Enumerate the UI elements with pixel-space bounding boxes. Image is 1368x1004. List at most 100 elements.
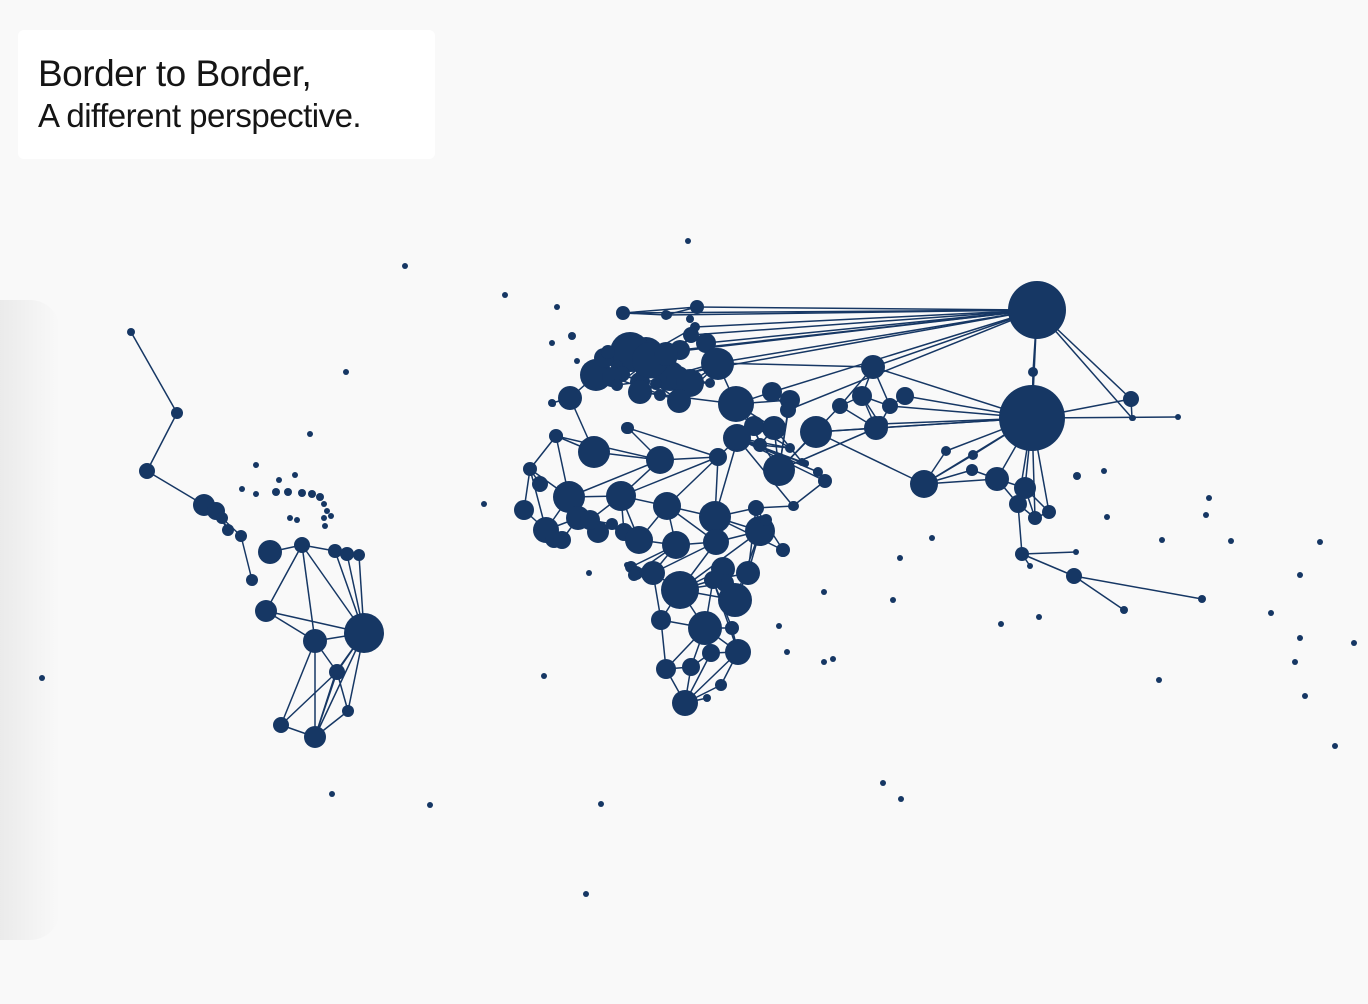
- island-node-72[interactable]: [813, 468, 821, 476]
- island-node-62[interactable]: [328, 513, 334, 519]
- island-node-35[interactable]: [1317, 539, 1323, 545]
- country-node-cmr[interactable]: [662, 531, 690, 559]
- island-node-32[interactable]: [1206, 495, 1212, 501]
- island-node-39[interactable]: [1292, 659, 1298, 665]
- country-node-tur[interactable]: [718, 386, 754, 422]
- island-node-11[interactable]: [550, 401, 556, 407]
- island-node-15[interactable]: [329, 791, 335, 797]
- country-node-nga[interactable]: [625, 526, 653, 554]
- country-node-irq[interactable]: [762, 416, 786, 440]
- island-node-34[interactable]: [1228, 538, 1234, 544]
- country-node-mkd[interactable]: [650, 378, 662, 390]
- island-node-1[interactable]: [402, 263, 408, 269]
- island-node-2[interactable]: [502, 292, 508, 298]
- country-node-hnd[interactable]: [216, 512, 228, 524]
- island-node-76[interactable]: [664, 311, 672, 319]
- country-node-per[interactable]: [303, 629, 327, 653]
- country-node-ven[interactable]: [328, 544, 342, 558]
- country-node-tkm[interactable]: [832, 398, 848, 414]
- country-node-mng[interactable]: [1028, 367, 1038, 377]
- country-node-svk[interactable]: [654, 342, 678, 366]
- country-node-vnm[interactable]: [1042, 505, 1056, 519]
- island-node-12[interactable]: [481, 501, 487, 507]
- island-node-13[interactable]: [541, 673, 547, 679]
- country-node-brn[interactable]: [1073, 549, 1079, 555]
- country-node-btn[interactable]: [968, 450, 978, 460]
- island-node-46[interactable]: [1130, 415, 1136, 421]
- country-node-ala[interactable]: [127, 328, 135, 336]
- country-node-col[interactable]: [294, 537, 310, 553]
- country-node-khm[interactable]: [1028, 511, 1042, 525]
- island-node-66[interactable]: [586, 570, 592, 576]
- island-node-14[interactable]: [39, 675, 45, 681]
- island-node-49[interactable]: [253, 462, 259, 468]
- country-node-bfa[interactable]: [580, 510, 600, 530]
- island-node-73[interactable]: [819, 475, 831, 487]
- island-node-36[interactable]: [1297, 572, 1303, 578]
- country-node-idn[interactable]: [1066, 568, 1082, 584]
- island-node-18[interactable]: [583, 891, 589, 897]
- country-node-egy[interactable]: [726, 426, 750, 450]
- country-node-nor[interactable]: [690, 300, 704, 314]
- island-node-60[interactable]: [321, 515, 327, 521]
- island-node-74[interactable]: [790, 502, 798, 510]
- island-node-38[interactable]: [1297, 635, 1303, 641]
- island-node-30[interactable]: [1104, 514, 1110, 520]
- country-node-cod[interactable]: [661, 571, 699, 609]
- island-node-54[interactable]: [284, 488, 292, 496]
- island-node-58[interactable]: [321, 501, 327, 507]
- country-node-mli[interactable]: [553, 481, 585, 513]
- island-node-5[interactable]: [554, 304, 560, 310]
- country-node-pry[interactable]: [342, 705, 354, 717]
- island-node-16[interactable]: [427, 802, 433, 808]
- country-node-dza[interactable]: [646, 446, 674, 474]
- country-node-zaf[interactable]: [672, 690, 698, 716]
- country-node-zmb[interactable]: [688, 611, 722, 645]
- island-node-40[interactable]: [1302, 693, 1308, 699]
- country-node-ago[interactable]: [651, 610, 671, 630]
- island-node-43[interactable]: [1351, 640, 1357, 646]
- country-node-bra[interactable]: [344, 613, 384, 653]
- country-node-srb[interactable]: [667, 389, 691, 413]
- island-node-3[interactable]: [343, 369, 349, 375]
- country-node-ken[interactable]: [736, 561, 760, 585]
- island-node-56[interactable]: [308, 490, 316, 498]
- country-node-bwa[interactable]: [682, 658, 700, 676]
- island-node-70[interactable]: [777, 545, 789, 557]
- island-node-29[interactable]: [1101, 468, 1107, 474]
- island-node-48[interactable]: [970, 467, 978, 475]
- island-node-17[interactable]: [598, 801, 604, 807]
- country-node-eth[interactable]: [748, 500, 764, 516]
- island-node-55[interactable]: [298, 489, 306, 497]
- country-node-grc[interactable]: [628, 380, 652, 404]
- country-node-swz[interactable]: [715, 679, 727, 691]
- island-node-9[interactable]: [621, 422, 633, 434]
- island-node-47[interactable]: [1073, 472, 1081, 480]
- country-node-svn[interactable]: [611, 379, 623, 391]
- country-node-sdn[interactable]: [699, 501, 731, 533]
- country-node-sur[interactable]: [353, 549, 365, 561]
- country-node-kz2[interactable]: [896, 387, 914, 405]
- island-node-57[interactable]: [316, 493, 324, 501]
- island-node-10[interactable]: [551, 430, 563, 442]
- country-node-tha[interactable]: [1009, 495, 1027, 513]
- island-node-45[interactable]: [898, 796, 904, 802]
- island-node-23[interactable]: [830, 656, 836, 662]
- country-node-slv[interactable]: [222, 524, 234, 536]
- country-node-lbr[interactable]: [553, 531, 571, 549]
- country-node-arg[interactable]: [304, 726, 326, 748]
- country-node-mys[interactable]: [1015, 547, 1029, 561]
- country-node-ner[interactable]: [606, 481, 636, 511]
- island-node-21[interactable]: [784, 649, 790, 655]
- country-node-alb[interactable]: [654, 389, 666, 401]
- country-node-tza[interactable]: [704, 571, 722, 589]
- island-node-7[interactable]: [568, 332, 576, 340]
- island-node-25[interactable]: [897, 555, 903, 561]
- island-node-61[interactable]: [322, 523, 328, 529]
- country-node-rus[interactable]: [1008, 281, 1066, 339]
- country-node-gmb[interactable]: [532, 476, 548, 492]
- country-node-ind[interactable]: [910, 470, 938, 498]
- country-node-caf[interactable]: [703, 529, 729, 555]
- island-node-65[interactable]: [292, 472, 298, 478]
